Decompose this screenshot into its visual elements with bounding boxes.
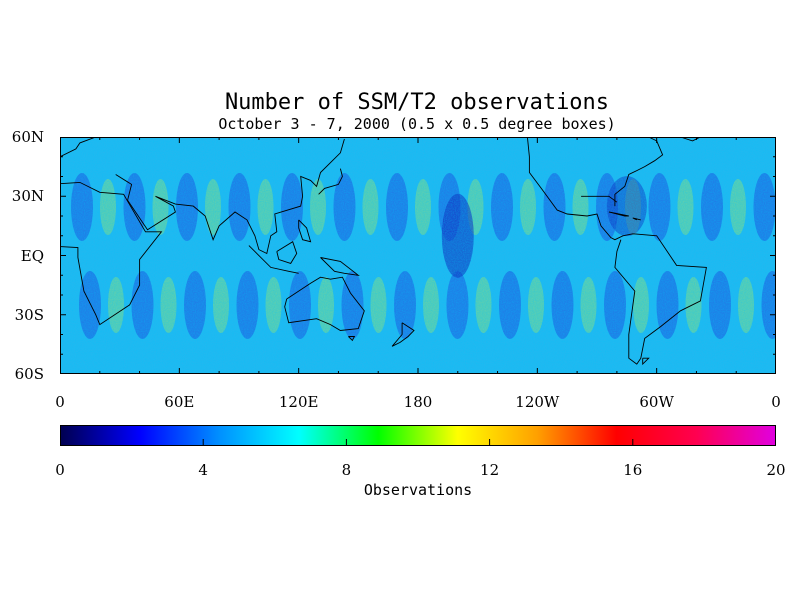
lat-tick-label: EQ xyxy=(20,246,44,265)
colorbar-tick-label: 8 xyxy=(341,461,352,479)
coastline xyxy=(348,336,356,342)
lon-tick-label: 60E xyxy=(164,393,195,411)
colorbar-tick-label: 20 xyxy=(766,461,786,479)
coastline xyxy=(632,217,641,221)
colorbar-tick-label: 4 xyxy=(198,461,208,479)
lat-tick-label: 60N xyxy=(11,128,44,146)
lon-tick-label: 120W xyxy=(515,393,560,411)
coastline xyxy=(391,322,415,347)
coastline xyxy=(276,241,298,264)
coastline xyxy=(298,219,312,243)
coastline xyxy=(581,195,618,203)
colorbar xyxy=(59,425,777,446)
lon-tick-label: 120E xyxy=(278,393,319,411)
lon-tick-label: 0 xyxy=(771,393,781,411)
colorbar-gradient xyxy=(59,425,777,446)
lat-tick-label: 30S xyxy=(14,305,44,324)
coastline xyxy=(60,137,96,158)
observation-map xyxy=(60,137,776,374)
lat-tick-label: 30N xyxy=(11,187,44,206)
coastline xyxy=(60,181,163,326)
colorbar-fill xyxy=(60,425,776,446)
coastline xyxy=(680,137,701,142)
map-noise-texture xyxy=(60,137,776,374)
coastline xyxy=(526,137,707,365)
coastline xyxy=(284,276,365,331)
coastline xyxy=(320,257,360,276)
coastline xyxy=(115,138,345,255)
lon-tick-label: 60W xyxy=(639,393,674,411)
colorbar-tick-label: 0 xyxy=(55,461,65,479)
lon-tick-label: 0 xyxy=(55,393,65,411)
coastline xyxy=(248,245,299,274)
colorbar-tick-label: 16 xyxy=(623,461,643,479)
map-title: Number of SSM/T2 observations xyxy=(224,90,610,115)
map-frame xyxy=(60,137,776,374)
coastline xyxy=(608,211,629,217)
map-area xyxy=(60,137,776,374)
coastline xyxy=(642,357,650,366)
lon-tick-label: 180 xyxy=(403,393,433,411)
colorbar-title: Observations xyxy=(363,481,473,499)
coastline xyxy=(614,137,664,207)
lat-tick-label: 60S xyxy=(14,365,44,383)
colorbar-tick-label: 12 xyxy=(480,461,500,479)
coastline-layer xyxy=(60,137,718,366)
coastline xyxy=(318,168,343,195)
map-subtitle: October 3 - 7, 2000 (0.5 x 0.5 degree bo… xyxy=(218,115,616,133)
